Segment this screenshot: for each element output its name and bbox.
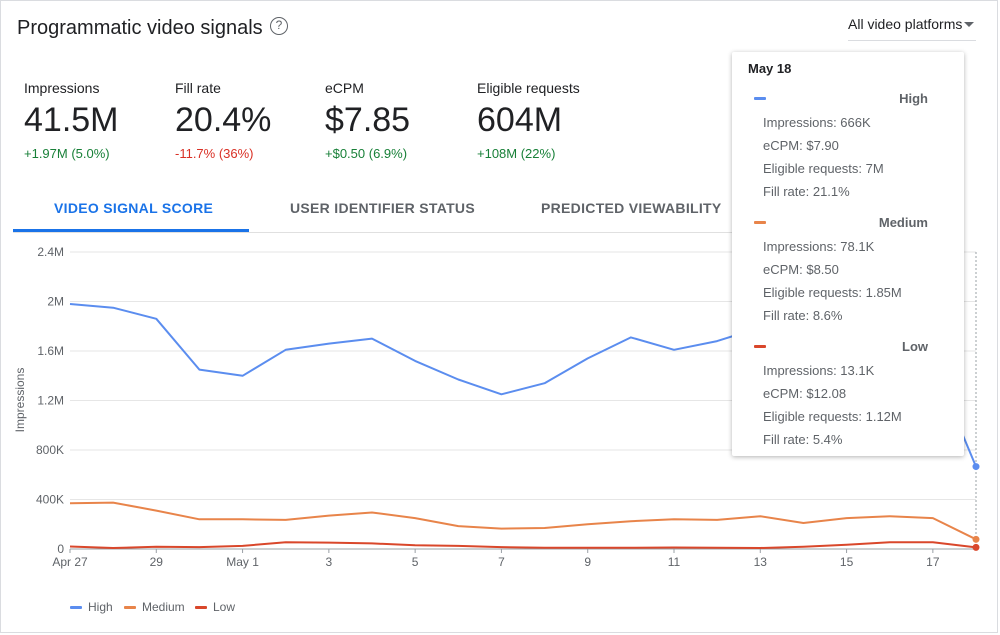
- series-swatch-low: [754, 345, 766, 348]
- metric-value: 20.4%: [175, 101, 272, 139]
- metric-value: 604M: [477, 101, 563, 139]
- x-tick-label: 17: [926, 555, 940, 569]
- metric-label: eCPM: [325, 80, 364, 96]
- dropdown-arrow-icon: [964, 22, 974, 27]
- metric-delta: +1.97M (5.0%): [24, 146, 110, 161]
- metric-delta: -11.7% (36%): [175, 146, 254, 161]
- legend-label: Low: [213, 600, 236, 614]
- legend-item-low[interactable]: Low: [195, 600, 235, 614]
- series-line-low[interactable]: [69, 541, 977, 549]
- metric-label: Eligible requests: [477, 80, 580, 96]
- metric-label: Fill rate: [175, 80, 221, 96]
- series-point-low[interactable]: [972, 543, 980, 551]
- x-tick-label: 7: [498, 555, 505, 569]
- x-tick-label: May 1: [226, 555, 259, 569]
- series-swatch-medium: [754, 221, 766, 224]
- legend-swatch: [195, 606, 207, 610]
- y-tick-label: 400K: [36, 493, 64, 507]
- tooltip-line: eCPM: $12.08: [763, 386, 847, 401]
- legend-item-medium[interactable]: Medium: [124, 600, 185, 614]
- chart-axes: 0 400K 800K 1.2M 1.6M 2M 2.4M Apr 27 29 May 1 3 5 7 9…: [36, 245, 940, 569]
- active-tab-indicator: [13, 229, 249, 232]
- tab-video-signal-score[interactable]: VIDEO SIGNAL SCORE: [54, 200, 214, 216]
- legend-label: High: [88, 600, 113, 614]
- metric-label: Impressions: [24, 80, 100, 96]
- metric-delta: +$0.50 (6.9%): [325, 146, 408, 161]
- y-tick-label: 800K: [36, 443, 64, 457]
- tooltip-line: Eligible requests: 1.85M: [763, 285, 902, 300]
- tooltip-line: Eligible requests: 7M: [763, 161, 884, 176]
- series-point-high[interactable]: [972, 463, 980, 471]
- metric-fill-rate: Fill rate 20.4% -11.7% (36%): [175, 80, 271, 161]
- x-tick-label: 11: [668, 555, 681, 569]
- x-tick-label: 3: [326, 555, 333, 569]
- series-swatch-high: [754, 97, 766, 100]
- x-tick-label: Apr 27: [52, 555, 88, 569]
- tab-predicted-viewability[interactable]: PREDICTED VIEWABILITY: [541, 200, 722, 216]
- tooltip-line: Impressions: 666K: [763, 115, 871, 130]
- x-tick-label: 5: [412, 555, 419, 569]
- x-tick-label: 29: [150, 555, 164, 569]
- platform-select[interactable]: All video platforms: [848, 16, 976, 41]
- metric-ecpm: eCPM $7.85 +$0.50 (6.9%): [325, 80, 410, 161]
- y-axis-title: Impressions: [13, 368, 27, 433]
- y-tick-label: 1.6M: [37, 344, 64, 358]
- legend-swatch: [70, 606, 82, 610]
- tab-user-identifier-status[interactable]: USER IDENTIFIER STATUS: [290, 200, 475, 216]
- metric-delta: +108M (22%): [477, 146, 556, 161]
- help-icon[interactable]: ?: [270, 17, 288, 35]
- tooltip-line: Impressions: 78.1K: [763, 239, 875, 254]
- x-tick-label: 9: [584, 555, 591, 569]
- metric-eligible-requests: Eligible requests 604M +108M (22%): [477, 80, 580, 161]
- metric-value: 41.5M: [24, 101, 119, 139]
- y-tick-label: 1.2M: [37, 394, 64, 408]
- x-tick-label: 13: [754, 555, 768, 569]
- tooltip-series-name: Low: [902, 339, 928, 354]
- page-title: Programmatic video signals: [17, 17, 263, 39]
- legend-item-high[interactable]: High: [70, 600, 113, 614]
- tooltip-line: eCPM: $8.50: [763, 262, 839, 277]
- tooltip-series-name: High: [899, 91, 928, 106]
- series-line-medium[interactable]: [69, 501, 977, 541]
- series-point-medium[interactable]: [972, 535, 980, 543]
- tooltip-line: Fill rate: 5.4%: [763, 432, 843, 447]
- tooltip-date: May 18: [748, 61, 792, 76]
- tooltip-line: Fill rate: 21.1%: [763, 184, 850, 199]
- tooltip-line: Impressions: 13.1K: [763, 363, 875, 378]
- legend-label: Medium: [142, 600, 185, 614]
- y-tick-label: 2M: [47, 295, 64, 309]
- tooltip-line: eCPM: $7.90: [763, 138, 839, 153]
- y-tick-label: 0: [57, 542, 64, 556]
- tooltip-line: Eligible requests: 1.12M: [763, 409, 902, 424]
- platform-select-value: All video platforms: [848, 16, 963, 32]
- x-tick-label: 15: [840, 555, 854, 569]
- tooltip-series-name: Medium: [878, 215, 928, 230]
- legend-swatch: [124, 606, 136, 610]
- tab-divider: [13, 232, 733, 233]
- metric-value: $7.85: [325, 101, 411, 139]
- y-tick-label: 2.4M: [37, 245, 64, 259]
- tooltip-line: Fill rate: 8.6%: [763, 308, 843, 323]
- chart-tooltip: May 18 High Impressions: 666K eCPM: $7.9…: [732, 52, 964, 456]
- metric-impressions: Impressions 41.5M +1.97M (5.0%): [24, 80, 119, 161]
